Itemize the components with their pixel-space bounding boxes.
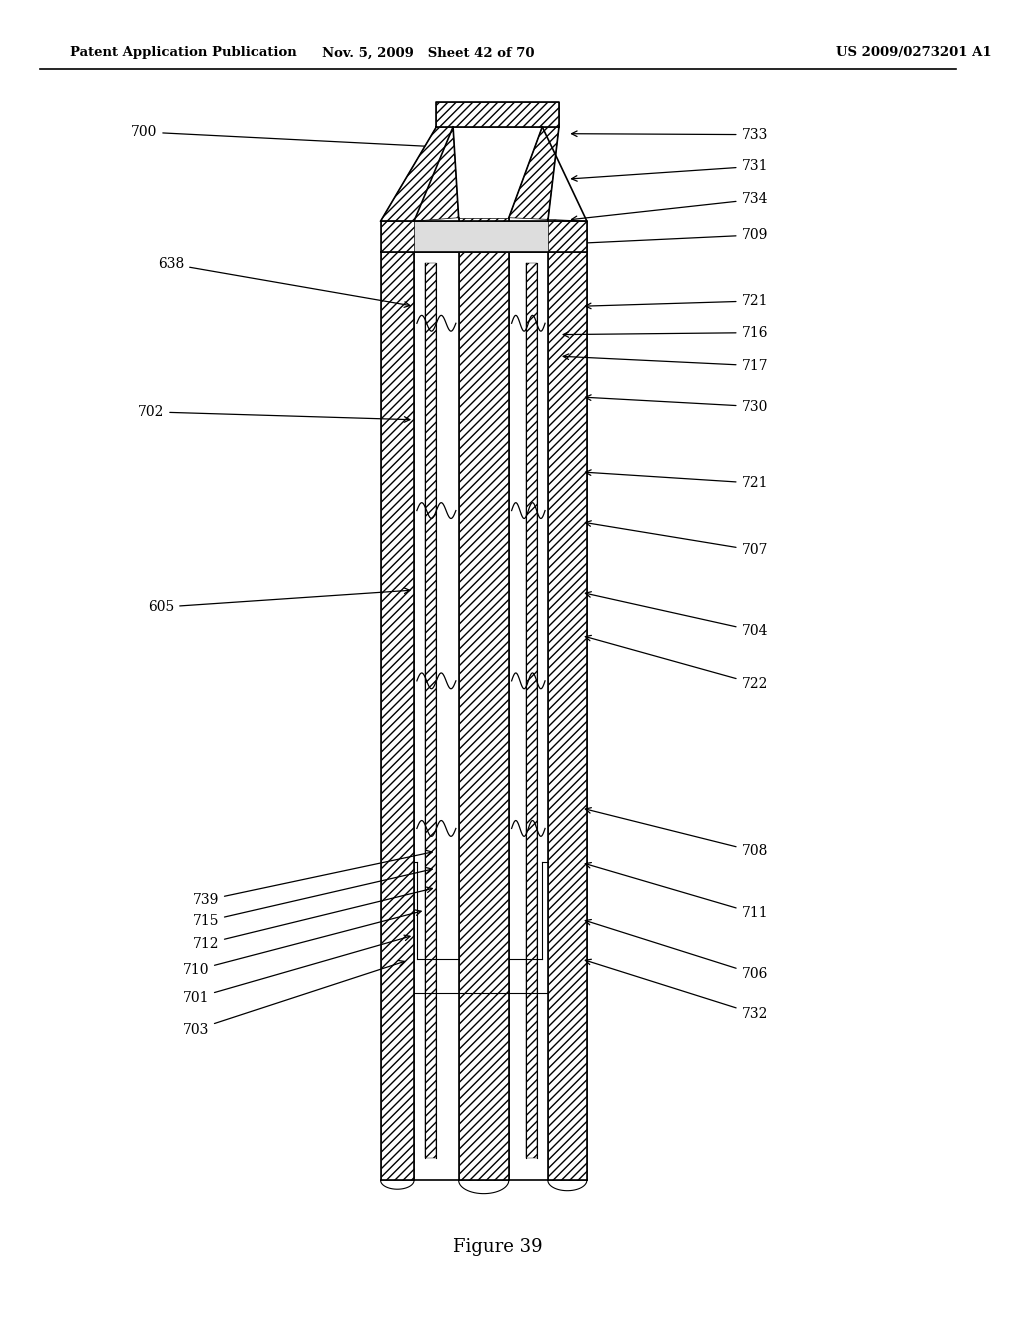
Text: 721: 721 [586,294,768,309]
Text: 707: 707 [586,521,768,557]
Polygon shape [425,263,436,1158]
Text: 709: 709 [571,228,768,246]
Text: 722: 722 [586,635,768,690]
Text: 721: 721 [586,470,768,490]
Text: 717: 717 [563,354,768,372]
Text: 733: 733 [571,128,768,141]
Text: 710: 710 [182,909,421,977]
Text: 701: 701 [182,935,410,1005]
Polygon shape [525,263,537,1158]
Text: Figure 39: Figure 39 [453,1238,543,1257]
Text: 730: 730 [586,395,768,413]
Text: 716: 716 [563,326,768,339]
Text: 605: 605 [147,587,410,614]
Text: 703: 703 [182,961,404,1036]
Text: 739: 739 [193,850,432,907]
Polygon shape [548,252,587,1180]
Text: 708: 708 [586,808,768,858]
Text: 731: 731 [571,160,768,181]
Text: 706: 706 [586,920,768,981]
Text: US 2009/0273201 A1: US 2009/0273201 A1 [836,46,991,59]
Text: 712: 712 [193,887,432,950]
Polygon shape [381,222,587,252]
Polygon shape [459,218,509,1180]
Text: Nov. 5, 2009   Sheet 42 of 70: Nov. 5, 2009 Sheet 42 of 70 [322,46,535,59]
Text: 732: 732 [586,960,768,1020]
Text: 715: 715 [193,867,432,928]
Text: 711: 711 [586,862,768,920]
Text: 704: 704 [586,591,768,638]
Text: 638: 638 [158,257,410,308]
Polygon shape [509,127,587,222]
Text: 702: 702 [138,405,410,422]
Text: Patent Application Publication: Patent Application Publication [70,46,296,59]
Polygon shape [414,222,548,252]
Polygon shape [436,102,559,127]
Polygon shape [381,252,414,1180]
Text: 700: 700 [131,125,443,149]
Text: 734: 734 [571,193,768,222]
Polygon shape [381,127,459,222]
